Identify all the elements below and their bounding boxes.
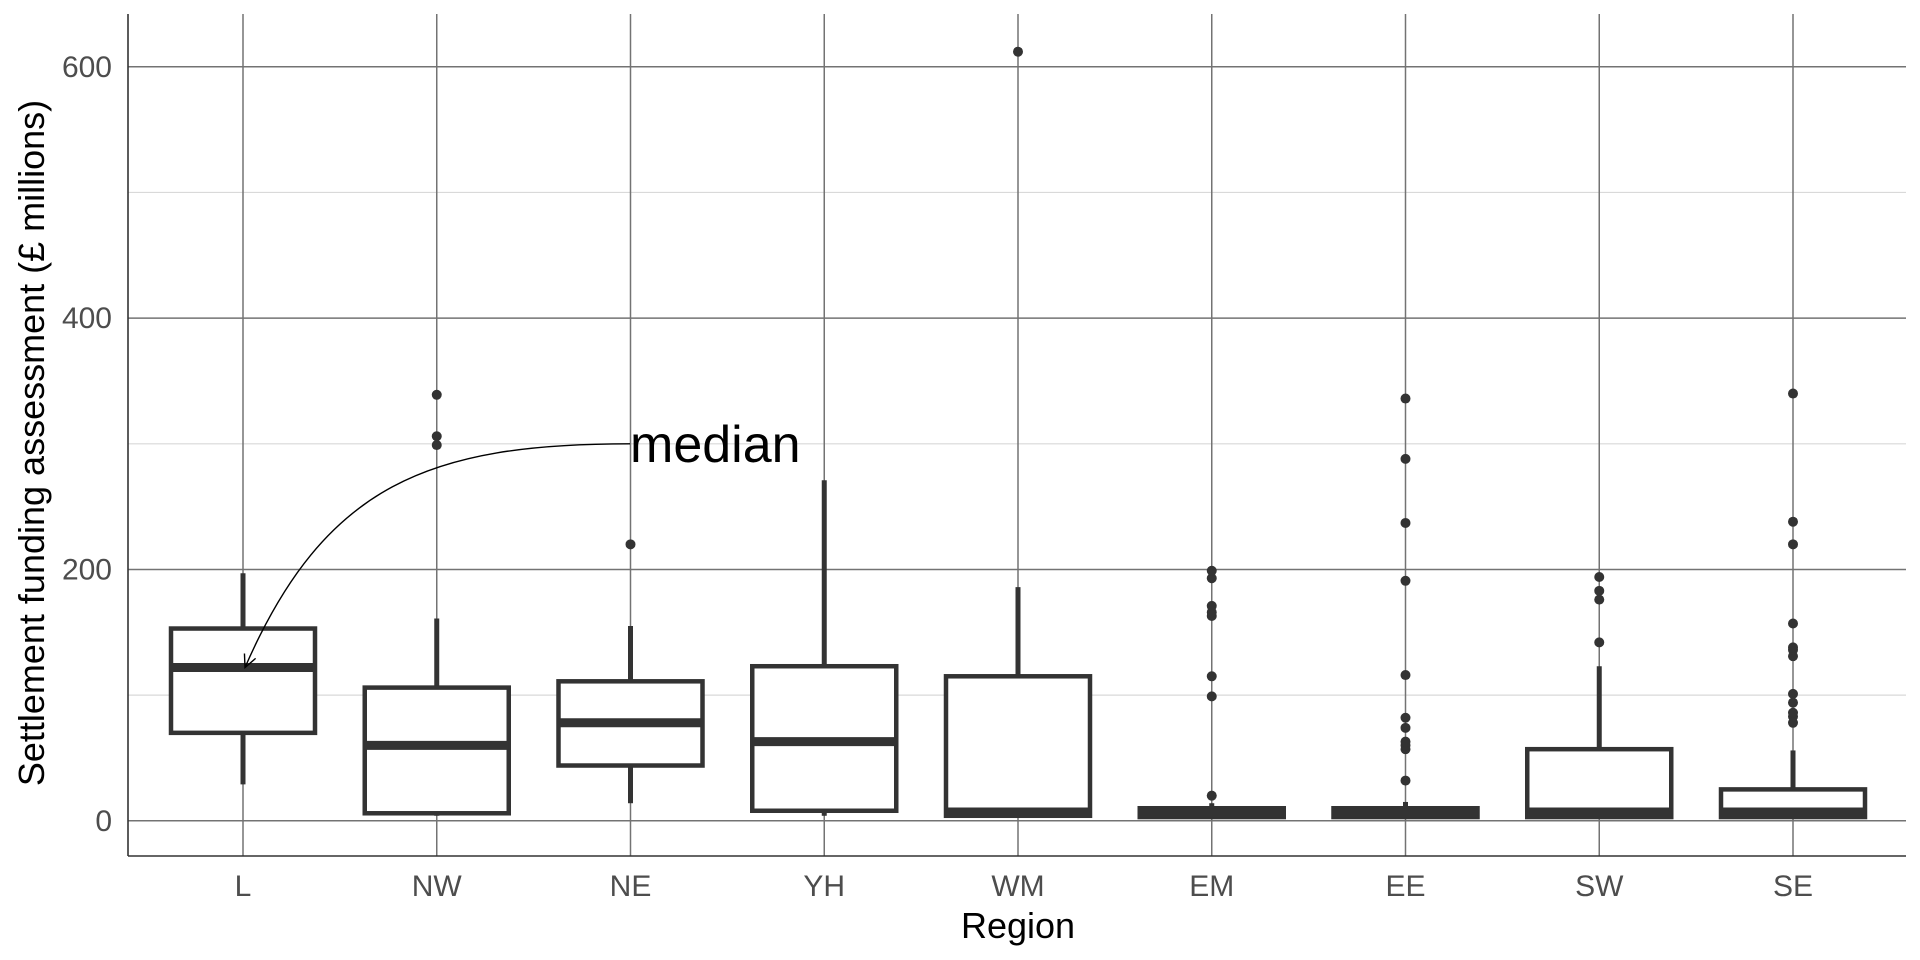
outlier-layer (431, 46, 1798, 801)
x-tick-label: YH (803, 870, 845, 903)
outlier-point (431, 440, 442, 451)
outlier-point (1206, 573, 1217, 584)
outlier-point (1400, 712, 1411, 723)
box-se (1718, 750, 1868, 820)
outlier-point (1013, 46, 1023, 57)
outlier-point (1400, 575, 1411, 586)
outlier-point (1400, 670, 1411, 681)
y-tick-label: 600 (62, 51, 112, 84)
x-tick-label: NE (610, 870, 652, 903)
annotation-layer: median (243, 416, 801, 669)
box-em (1137, 803, 1286, 820)
annotation-arrow (244, 443, 631, 668)
x-tick-label: L (235, 870, 252, 903)
x-tick-label: NW (412, 870, 463, 903)
box-iqr (1525, 746, 1674, 820)
outlier-point (1400, 517, 1411, 528)
box-iqr (943, 674, 1093, 819)
outlier-point (1594, 594, 1605, 605)
box-l (168, 573, 318, 785)
box-sw (1525, 666, 1674, 820)
x-axis-title: Region (961, 905, 1075, 946)
y-axis-title: Settlement funding assessment (£ million… (11, 100, 52, 786)
outlier-point (1788, 516, 1798, 527)
outlier-point (625, 539, 636, 550)
tick-labels: 0 200 400 600 L NW NE YH WM EM EE SW SE (62, 51, 1813, 903)
x-tick-label: SE (1773, 870, 1813, 903)
outlier-point (431, 431, 442, 442)
box-iqr (168, 626, 318, 736)
x-tick-label: EE (1385, 870, 1425, 903)
box-wm (943, 587, 1093, 819)
annotation-label: median (630, 416, 801, 474)
axes (127, 14, 1906, 857)
outlier-point (1788, 697, 1798, 708)
outlier-point (1594, 585, 1605, 596)
x-tick-label: WM (991, 870, 1044, 903)
outlier-point (431, 389, 442, 400)
outlier-point (1788, 388, 1798, 399)
outlier-point (1400, 722, 1411, 733)
outlier-point (1206, 565, 1217, 576)
annotation-arrowhead (243, 653, 257, 669)
outlier-point (1788, 707, 1798, 718)
box-ne (556, 626, 705, 804)
outlier-point (1400, 453, 1411, 464)
outlier-point (1400, 775, 1411, 786)
outlier-point (1788, 688, 1798, 699)
outlier-point (1206, 691, 1217, 702)
outlier-point (1206, 790, 1217, 801)
box-layer (168, 480, 1868, 820)
outlier-point (1400, 736, 1411, 747)
x-tick-label: EM (1189, 870, 1234, 903)
outlier-point (1788, 642, 1798, 653)
box-iqr (362, 685, 511, 816)
outlier-point (1400, 393, 1411, 404)
box-ee (1331, 801, 1480, 820)
outlier-point (1594, 637, 1605, 648)
box-nw (362, 618, 511, 816)
outlier-point (1594, 572, 1605, 583)
outlier-point (1206, 671, 1217, 682)
y-tick-label: 400 (62, 302, 112, 335)
box-yh (750, 480, 899, 816)
outlier-point (1788, 539, 1798, 550)
y-tick-label: 200 (62, 553, 112, 586)
y-tick-label: 0 (95, 805, 112, 838)
outlier-point (1206, 600, 1217, 611)
x-tick-label: SW (1575, 870, 1624, 903)
outlier-point (1788, 618, 1798, 629)
